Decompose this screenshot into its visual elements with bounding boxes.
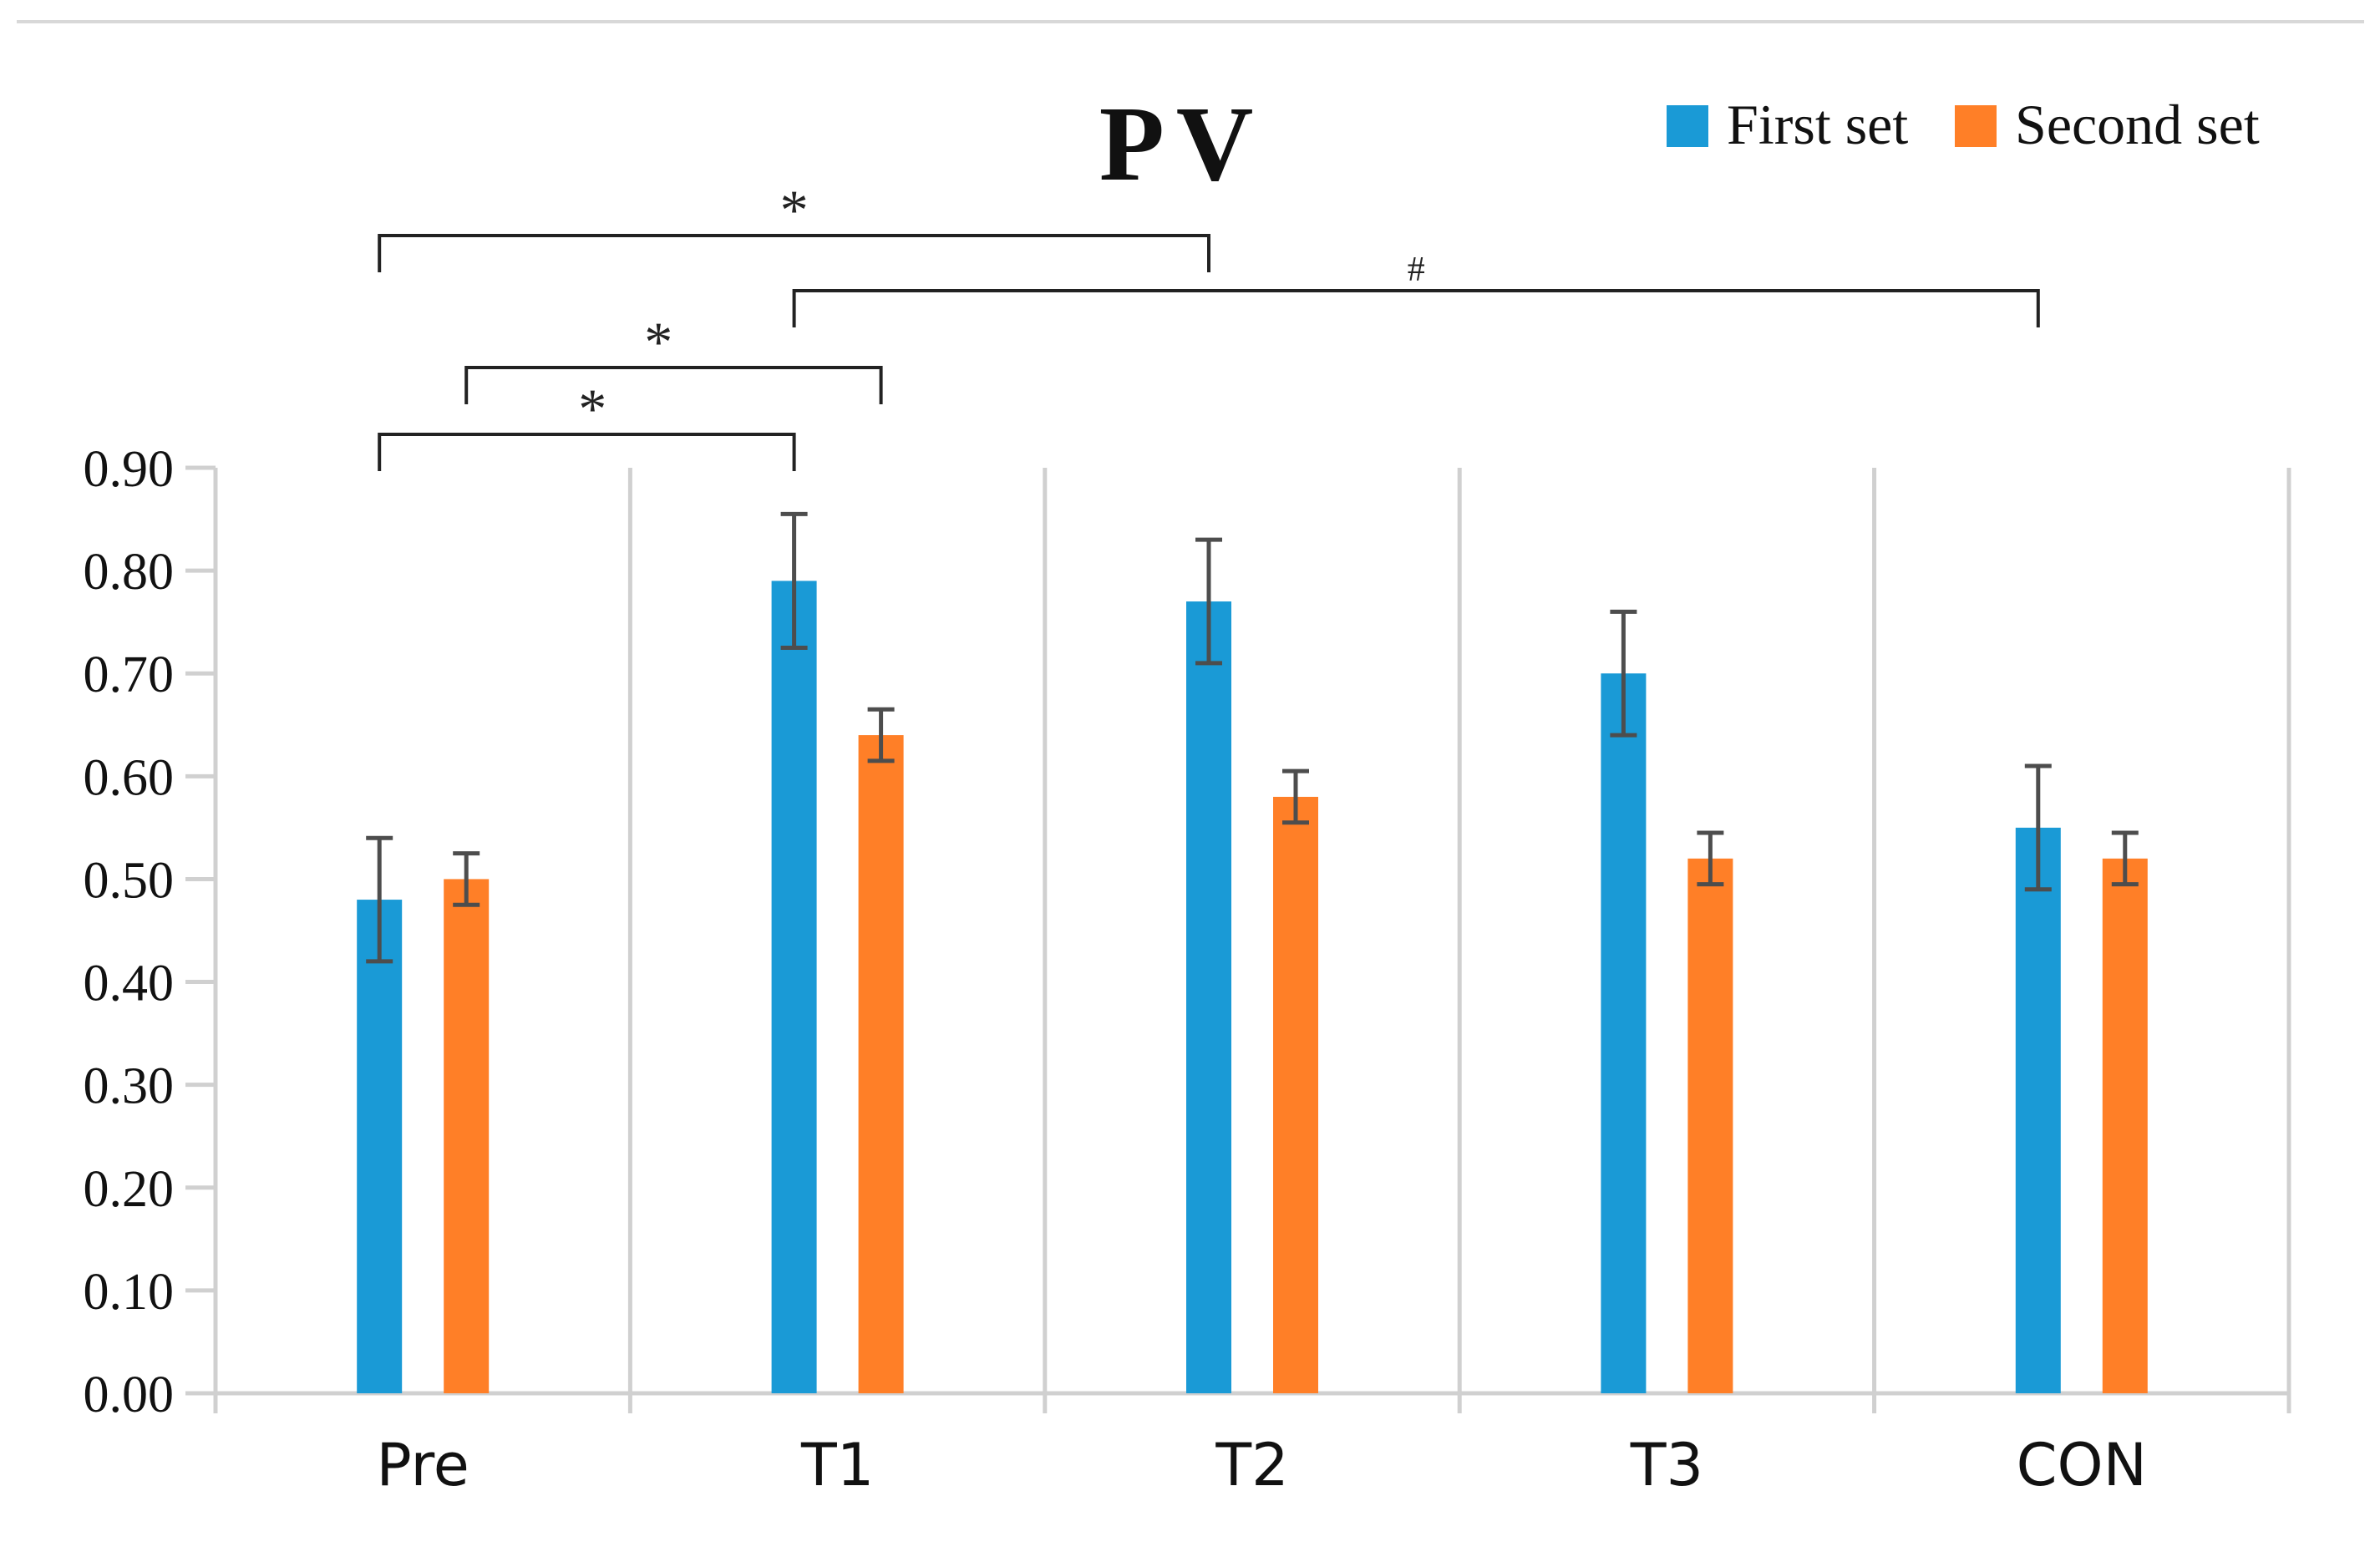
- x-tick-label-t3: T3: [1630, 1431, 1703, 1499]
- axis-layer: [185, 465, 2289, 1396]
- y-tick-label-5: 0.50: [84, 852, 175, 909]
- error-bar-second-set-pre: [453, 851, 480, 907]
- x-tick-label-pre: Pre: [377, 1431, 469, 1499]
- bracket-line: [792, 289, 2040, 327]
- y-tick-label-7: 0.70: [84, 647, 175, 703]
- significance-label-2: *: [644, 310, 672, 373]
- bar-second-set-con: [2102, 858, 2148, 1393]
- significance-label-1: #: [1408, 251, 1425, 289]
- significance-bracket-0: *: [378, 178, 1210, 272]
- error-bar-first-set-con: [2024, 763, 2052, 892]
- significance-bracket-1: #: [792, 251, 2040, 327]
- error-bar-second-set-con: [2111, 830, 2139, 887]
- legend-label-first-set: First set: [1727, 93, 1908, 156]
- y-tick-label-0: 0.00: [84, 1367, 175, 1423]
- legend-swatch-second-set: [1955, 105, 1997, 147]
- legend: First set Second set: [1667, 93, 2260, 156]
- grid-layer: [213, 468, 2291, 1413]
- error-bars-layer: [366, 511, 2139, 964]
- y-tick-label-8: 0.80: [84, 544, 175, 601]
- bar-first-set-t2: [1186, 601, 1231, 1393]
- y-tick-label-1: 0.10: [84, 1264, 175, 1321]
- significance-label-3: *: [578, 377, 606, 440]
- error-bar-second-set-t3: [1697, 830, 1724, 887]
- x-tick-label-t2: T2: [1215, 1431, 1288, 1499]
- bracket-line: [464, 366, 883, 404]
- x-tick-label-con: CON: [2017, 1431, 2147, 1499]
- legend-item-first-set: First set: [1667, 93, 1908, 156]
- bracket-line: [378, 433, 796, 471]
- y-tick-label-3: 0.30: [84, 1058, 175, 1115]
- bar-second-set-t1: [858, 735, 904, 1393]
- significance-bracket-2: *: [464, 310, 883, 404]
- error-bar-second-set-t2: [1282, 768, 1309, 825]
- error-bar-second-set-t1: [867, 707, 895, 763]
- legend-swatch-first-set: [1667, 105, 1708, 147]
- error-bar-first-set-t2: [1195, 537, 1222, 666]
- significance-label-0: *: [780, 178, 809, 241]
- bars-layer: [357, 581, 2148, 1393]
- bar-first-set-con: [2015, 827, 2061, 1393]
- bar-second-set-t2: [1273, 796, 1318, 1393]
- legend-label-second-set: Second set: [2015, 93, 2260, 156]
- significance-layer: * # * *: [378, 178, 2040, 471]
- x-tick-label-t1: T1: [800, 1431, 874, 1499]
- bar-second-set-t3: [1687, 858, 1733, 1393]
- significance-bracket-3: *: [378, 377, 796, 471]
- error-bar-first-set-pre: [366, 835, 393, 964]
- y-tick-label-9: 0.90: [84, 441, 175, 498]
- bar-second-set-pre: [444, 879, 490, 1393]
- legend-item-second-set: Second set: [1955, 93, 2260, 156]
- chart-title: PV: [1099, 84, 1266, 203]
- bar-first-set-t1: [771, 581, 817, 1393]
- bracket-line: [378, 234, 1210, 272]
- error-bar-first-set-t3: [1610, 609, 1637, 738]
- y-tick-label-2: 0.20: [84, 1161, 175, 1218]
- y-tick-label-6: 0.60: [84, 749, 175, 806]
- bar-first-set-pre: [357, 900, 403, 1393]
- error-bar-first-set-t1: [780, 511, 808, 650]
- bar-first-set-t3: [1601, 673, 1647, 1393]
- labels-layer: 0.00 0.10 0.20 0.30 0.40 0.50 0.60 0.70 0.80 0.90…: [84, 441, 2147, 1499]
- y-tick-label-4: 0.40: [84, 956, 175, 1012]
